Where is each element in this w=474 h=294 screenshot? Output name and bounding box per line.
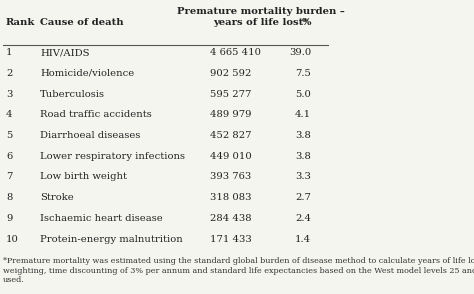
Text: 171 433: 171 433 <box>210 235 252 244</box>
Text: 4.1: 4.1 <box>295 110 311 119</box>
Text: 8: 8 <box>6 193 12 202</box>
Text: 39.0: 39.0 <box>289 48 311 57</box>
Text: 9: 9 <box>6 214 12 223</box>
Text: Homicide/violence: Homicide/violence <box>40 69 135 78</box>
Text: 5.0: 5.0 <box>295 90 311 98</box>
Text: 318 083: 318 083 <box>210 193 251 202</box>
Text: 902 592: 902 592 <box>210 69 251 78</box>
Text: %: % <box>301 18 311 27</box>
Text: Lower respiratory infections: Lower respiratory infections <box>40 152 185 161</box>
Text: 10: 10 <box>6 235 19 244</box>
Text: 1: 1 <box>6 48 12 57</box>
Text: Premature mortality burden –
years of life lost*: Premature mortality burden – years of li… <box>177 7 344 27</box>
Text: Stroke: Stroke <box>40 193 74 202</box>
Text: 4: 4 <box>6 110 12 119</box>
Text: 595 277: 595 277 <box>210 90 251 98</box>
Text: 2: 2 <box>6 69 12 78</box>
Text: 449 010: 449 010 <box>210 152 252 161</box>
Text: 284 438: 284 438 <box>210 214 252 223</box>
Text: Low birth weight: Low birth weight <box>40 173 128 181</box>
Text: 5: 5 <box>6 131 12 140</box>
Text: 452 827: 452 827 <box>210 131 251 140</box>
Text: 2.4: 2.4 <box>295 214 311 223</box>
Text: Diarrhoeal diseases: Diarrhoeal diseases <box>40 131 141 140</box>
Text: 4 665 410: 4 665 410 <box>210 48 261 57</box>
Text: 3.3: 3.3 <box>295 173 311 181</box>
Text: Tuberculosis: Tuberculosis <box>40 90 105 98</box>
Text: 393 763: 393 763 <box>210 173 251 181</box>
Text: Protein-energy malnutrition: Protein-energy malnutrition <box>40 235 183 244</box>
Text: 3.8: 3.8 <box>295 152 311 161</box>
Text: 2.7: 2.7 <box>295 193 311 202</box>
Text: HIV/AIDS: HIV/AIDS <box>40 48 90 57</box>
Text: 3.8: 3.8 <box>295 131 311 140</box>
Text: 7: 7 <box>6 173 12 181</box>
Text: 6: 6 <box>6 152 12 161</box>
Text: 1.4: 1.4 <box>295 235 311 244</box>
Text: 3: 3 <box>6 90 12 98</box>
Text: Ischaemic heart disease: Ischaemic heart disease <box>40 214 163 223</box>
Text: Rank: Rank <box>6 18 36 27</box>
Text: Road traffic accidents: Road traffic accidents <box>40 110 152 119</box>
Text: Cause of death: Cause of death <box>40 18 124 27</box>
Text: 489 979: 489 979 <box>210 110 251 119</box>
Text: 7.5: 7.5 <box>295 69 311 78</box>
Text: *Premature mortality was estimated using the standard global burden of disease m: *Premature mortality was estimated using… <box>3 257 474 284</box>
